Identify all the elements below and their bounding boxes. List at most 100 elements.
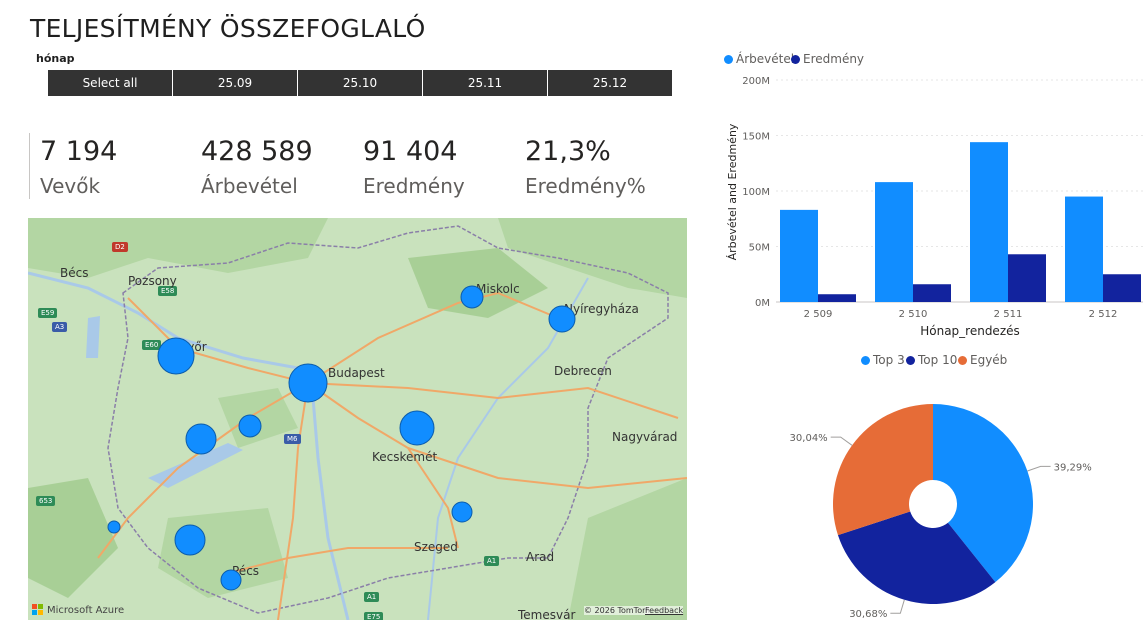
bar-eredmeny[interactable]	[1103, 274, 1141, 302]
city-label-kecskemet: Kecskemét	[372, 450, 438, 464]
bar-chart[interactable]: Árbevétel and Eredmény Hónap_rendezés 0M…	[720, 70, 1143, 345]
bar-x-tick-label: 2 512	[1089, 309, 1118, 320]
road-shield: A1	[364, 592, 380, 602]
pie-legend-top10[interactable]: Top 10	[906, 353, 957, 367]
kpi-customers-value: 7 194	[40, 136, 118, 167]
city-label-nagyvarad: Nagyvárad	[612, 430, 678, 444]
slicer-select-all-button[interactable]: Select all	[48, 70, 172, 96]
bar-y-tick-label: 0M	[755, 298, 770, 309]
pie-data-label: 30,04%	[790, 433, 828, 444]
road-shield: E58	[158, 286, 178, 296]
map-bubble[interactable]	[460, 285, 484, 309]
terrain-patch	[498, 218, 687, 298]
bar-chart-ylabel: Árbevétel and Eredmény	[726, 123, 739, 260]
legend-label: Egyéb	[970, 353, 1008, 367]
kpi-profit-value: 91 404	[363, 136, 458, 167]
city-label-becs: Bécs	[60, 266, 89, 280]
terrain-patch	[408, 248, 548, 318]
pie-leader-line	[890, 599, 905, 614]
pie-legend-top3[interactable]: Top 3	[861, 353, 905, 367]
pie-legend-egyeb[interactable]: Egyéb	[958, 353, 1007, 367]
map-bubble[interactable]	[238, 414, 262, 438]
pie-slice-top-3[interactable]	[933, 404, 1033, 583]
map-footer-logo: Microsoft Azure	[32, 604, 124, 616]
legend-label: Top 10	[918, 353, 958, 367]
kpi-revenue-label: Árbevétel	[201, 174, 298, 198]
pie-slice-top-10[interactable]	[837, 511, 996, 604]
slicer-month-button[interactable]: 25.11	[423, 70, 547, 96]
pie-slice-egyéb[interactable]	[833, 404, 933, 536]
slicer-month-button[interactable]: 25.10	[298, 70, 422, 96]
city-label-arad: Arad	[526, 550, 555, 564]
road-shield: D2	[112, 242, 128, 252]
road-shield: M6	[284, 434, 301, 444]
legend-marker-icon	[958, 355, 967, 365]
map-bubble[interactable]	[157, 337, 195, 375]
river-tisza	[427, 277, 589, 620]
road-shield: E59	[38, 308, 58, 318]
bar-eredmeny[interactable]	[913, 284, 951, 302]
map-bubble[interactable]	[107, 520, 121, 534]
kpi-customers-label: Vevők	[40, 174, 101, 198]
legend-marker-icon	[791, 54, 800, 64]
lake-balaton	[148, 443, 243, 488]
legend-label: Árbevétel	[736, 52, 795, 66]
map-bubble[interactable]	[174, 524, 206, 556]
bar-eredmeny[interactable]	[1008, 254, 1046, 302]
road-shield: A3	[52, 322, 68, 332]
road-shield: A1	[484, 556, 500, 566]
map-bubble[interactable]	[288, 363, 328, 403]
slicer-month-button[interactable]: 25.12	[548, 70, 672, 96]
map-footer-logo-text: Microsoft Azure	[47, 604, 125, 616]
bar-x-tick-label: 2 510	[899, 309, 928, 320]
lake-ferto	[86, 316, 100, 358]
legend-marker-icon	[906, 355, 915, 365]
bar-arbevetel[interactable]	[970, 142, 1008, 302]
bar-y-tick-label: 100M	[742, 187, 770, 198]
pie-data-label: 39,29%	[1054, 462, 1092, 473]
bar-legend-eredmeny[interactable]: Eredmény	[791, 52, 864, 66]
kpi-profit-label: Eredmény	[363, 174, 465, 198]
map-bubble[interactable]	[451, 501, 473, 523]
legend-label: Eredmény	[803, 52, 865, 66]
road-network	[97, 291, 687, 620]
bar-chart-xlabel: Hónap_rendezés	[920, 324, 1020, 338]
kpi-revenue-value: 428 589	[201, 136, 313, 167]
kpi-profit-pct-label: Eredmény%	[525, 174, 646, 198]
terrain-patch	[28, 218, 328, 278]
microsoft-logo-icon	[32, 604, 43, 615]
map-visual[interactable]: D2 E58 E59 A3 E60 M6 A1 653 A1 E75 Bécs …	[28, 218, 687, 620]
map-bubble-layer	[107, 285, 576, 591]
slicer-month-button[interactable]: 25.09	[173, 70, 297, 96]
map-bubble[interactable]	[185, 423, 217, 455]
bar-arbevetel[interactable]	[1065, 196, 1103, 302]
map-bubble[interactable]	[399, 410, 435, 446]
map-feedback-link[interactable]: Feedback	[645, 606, 684, 615]
bar-y-tick-label: 200M	[742, 76, 770, 87]
pie-chart[interactable]: 39,29% 30,68% 30,04%	[760, 380, 1143, 635]
bar-y-tick-label: 150M	[742, 132, 770, 143]
legend-label: Top 3	[873, 353, 905, 367]
city-label-pozsony: Pozsony	[128, 274, 177, 288]
map-bubble[interactable]	[548, 305, 576, 333]
city-label-debrecen: Debrecen	[554, 364, 612, 378]
map-attribution: © 2026 TomTom	[584, 606, 650, 615]
bar-y-tick-label: 50M	[749, 243, 770, 254]
pie-data-label: 30,68%	[849, 609, 887, 620]
road-shield: 653	[36, 496, 56, 506]
city-label-temesvar: Temesvár	[518, 608, 576, 620]
bar-arbevetel[interactable]	[780, 209, 818, 302]
bar-eredmeny[interactable]	[818, 294, 856, 302]
city-label-nyiregyhaza: Nyíregyháza	[564, 302, 639, 316]
bar-legend-arbevetel[interactable]: Árbevétel	[724, 52, 794, 66]
map-bubble[interactable]	[220, 569, 242, 591]
terrain-patch	[28, 478, 118, 598]
road-shield: E60	[142, 340, 162, 350]
bar-arbevetel[interactable]	[875, 182, 913, 302]
pie-leader-line	[830, 436, 853, 446]
road-shield: E75	[364, 612, 384, 620]
bar-x-tick-label: 2 509	[804, 309, 833, 320]
city-label-budapest: Budapest	[328, 366, 385, 380]
bar-x-tick-label: 2 511	[994, 309, 1023, 320]
slicer-title: hónap	[36, 52, 75, 65]
